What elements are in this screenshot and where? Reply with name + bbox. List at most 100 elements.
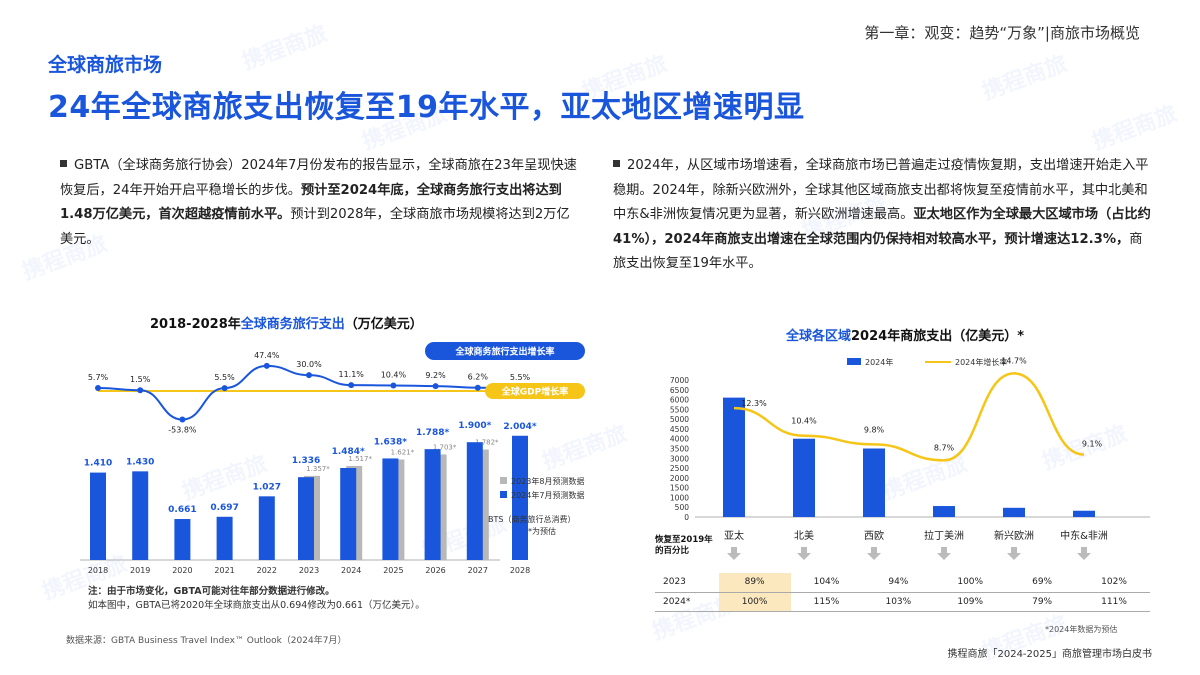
left-chart-title-hl: 全球商务旅行支出 bbox=[240, 317, 345, 332]
growth-rate-point bbox=[390, 382, 397, 389]
left-paragraph-bold: 预计至2024年底，全球商务旅行支出将达到1.48万亿美元，首次超越疫情前水平。 bbox=[60, 182, 562, 223]
recovery-row: 2023 89% 104% 94% 100% 69% 102% bbox=[655, 573, 1150, 593]
y-tick-label: 1000 bbox=[670, 493, 689, 502]
recovery-table: 2023 89% 104% 94% 100% 69% 102% 2024* 100% 115% 10… bbox=[655, 573, 1150, 612]
legend-growth-label: 全球商务旅行支出增长率 bbox=[454, 346, 554, 358]
left-paragraph-text: GBTA（全球商务旅行协会）2024年7月份发布的报告显示，全球商旅在23年呈现… bbox=[60, 158, 577, 198]
region-bar bbox=[933, 506, 955, 517]
chart-note-1: 注：由于市场变化，GBTA可能对往年部分数据进行修改。 bbox=[88, 586, 335, 597]
watermark-text: 携程商旅 bbox=[979, 51, 1071, 106]
growth-rate-point bbox=[474, 384, 481, 391]
region-bar bbox=[863, 448, 885, 517]
bts-note: BTS（商务旅行总消费） bbox=[488, 514, 575, 524]
chapter-title: 第一章：观变：趋势“万象”|商旅市场概览 bbox=[864, 24, 1140, 42]
bar-label-2024-forecast: 1.410 bbox=[84, 459, 112, 469]
growth-rate-label: 9.2% bbox=[425, 371, 446, 380]
legend-line-label: 2024年增长率 bbox=[955, 357, 1007, 367]
bar-label-2024-forecast: 1.336 bbox=[292, 456, 320, 466]
bar-label-2024-forecast: 1.484* bbox=[332, 447, 365, 457]
y-tick-label: 5500 bbox=[670, 405, 689, 414]
region-label: 新兴欧洲 bbox=[994, 529, 1034, 542]
down-arrow-icon bbox=[1077, 547, 1091, 560]
bar-label-2023-forecast: 1.703* bbox=[433, 443, 457, 451]
bar-2024-forecast bbox=[424, 449, 441, 560]
estimate-note: *为预估 bbox=[528, 526, 556, 536]
region-label: 中东&非洲 bbox=[1060, 529, 1108, 542]
growth-rate-label: 5.7% bbox=[88, 373, 109, 382]
left-paragraph-end: 预计到2028年，全球商旅市场规模将达到2万亿美元。 bbox=[60, 207, 570, 247]
growth-rate-label: 1.5% bbox=[130, 375, 151, 384]
bar-2024-forecast bbox=[512, 435, 528, 560]
bar-label-2024-forecast: 0.697 bbox=[210, 503, 238, 513]
legend-gdp: 全球GDP增长率 bbox=[485, 383, 585, 399]
data-source: 数据来源：GBTA Business Travel Index™ Outlook… bbox=[66, 636, 347, 646]
region-growth-label: 8.7% bbox=[934, 443, 955, 452]
down-arrow-icon bbox=[797, 547, 811, 560]
region-growth-label: 9.1% bbox=[1082, 440, 1103, 449]
region-label: 北美 bbox=[794, 529, 814, 542]
growth-rate-label: 6.2% bbox=[468, 373, 489, 382]
right-paragraph-text: 2024年，从区域市场增速看，全球商旅市场已普遍走过疫情恢复期，支出增速开始走入… bbox=[613, 158, 1149, 222]
right-chart-title-hl: 全球各区域 bbox=[786, 329, 852, 344]
bullet-icon bbox=[613, 159, 620, 167]
growth-rate-label: -53.8% bbox=[168, 426, 197, 435]
recovery-cell: 109% bbox=[934, 592, 1007, 612]
growth-rate-label: 10.4% bbox=[381, 370, 407, 379]
recovery-cell: 79% bbox=[1006, 592, 1079, 612]
recovery-cell: 104% bbox=[790, 573, 863, 593]
region-growth-label: 9.8% bbox=[864, 425, 885, 434]
recovery-cell: 89% bbox=[718, 573, 791, 593]
y-tick-label: 6000 bbox=[670, 396, 689, 405]
y-tick-label: 4000 bbox=[670, 435, 689, 444]
region-bar bbox=[793, 438, 815, 517]
region-bar bbox=[723, 397, 745, 517]
region-bar bbox=[1073, 510, 1095, 517]
recovery-cell: 69% bbox=[1006, 573, 1079, 593]
region-growth-label: 10.4% bbox=[791, 417, 817, 426]
bar-label-2024-forecast: 1.430 bbox=[126, 457, 154, 467]
down-arrow-icon bbox=[727, 547, 741, 560]
growth-rate-point bbox=[432, 383, 439, 390]
recovery-cell: 103% bbox=[862, 592, 935, 612]
region-label: 亚太 bbox=[724, 529, 744, 542]
legend-bar-label: 2024年 bbox=[865, 357, 893, 367]
region-growth-label: 14.7% bbox=[1001, 356, 1027, 365]
left-paragraph: GBTA（全球商务旅行协会）2024年7月份发布的报告显示，全球商旅在23年呈现… bbox=[60, 154, 580, 252]
region-growth-label: 12.3% bbox=[741, 399, 767, 408]
bar-2024-forecast bbox=[216, 516, 233, 560]
x-tick-label: 2028 bbox=[510, 566, 530, 575]
chart-note: 注：由于市场变化，GBTA可能对往年部分数据进行修改。 如本图中，GBTA已将2… bbox=[88, 585, 425, 613]
y-tick-label: 3000 bbox=[670, 454, 689, 463]
x-tick-label: 2023 bbox=[299, 566, 319, 575]
y-tick-label: 7000 bbox=[670, 376, 689, 385]
bar-label-2023-forecast: 1.517* bbox=[348, 455, 372, 463]
bar-label-2024-forecast: 1.788* bbox=[416, 428, 449, 438]
bar-2024-forecast bbox=[258, 496, 275, 560]
y-tick-label: 5000 bbox=[670, 415, 689, 424]
region-label: 拉丁美洲 bbox=[924, 529, 964, 542]
down-arrow-icon bbox=[1007, 547, 1021, 560]
growth-rate-label: 30.0% bbox=[296, 360, 322, 369]
right-paragraph-bold: 亚太地区作为全球最大区域市场（占比约41%），2024年商旅支出增速在全球范围内… bbox=[613, 207, 1151, 247]
right-chart-title-post: 2024年商旅支出（亿美元）* bbox=[851, 329, 1024, 344]
legend-gray-swatch bbox=[500, 477, 507, 484]
recovery-year: 2024* bbox=[655, 592, 719, 612]
right-chart-title: 全球各区域2024年商旅支出（亿美元）* bbox=[786, 325, 1024, 344]
bar-2024-forecast bbox=[132, 471, 149, 560]
legend-growth: 全球商务旅行支出增长率 bbox=[425, 342, 585, 360]
watermark-text: 携程商旅 bbox=[239, 21, 331, 76]
legend-gdp-label: 全球GDP增长率 bbox=[501, 386, 568, 398]
x-tick-label: 2026 bbox=[425, 566, 445, 575]
page-headline: 24年全球商旅支出恢复至19年水平，亚太地区增速明显 bbox=[48, 90, 805, 125]
recovery-cell: 100% bbox=[934, 573, 1007, 593]
legend-blue-label: 2024年7月预测数据 bbox=[511, 490, 584, 500]
footer: 携程商旅「2024-2025」商旅管理市场白皮书 bbox=[947, 649, 1152, 660]
section-title: 全球商旅市场 bbox=[48, 54, 163, 76]
x-tick-label: 2020 bbox=[172, 566, 192, 575]
growth-rate-label: 5.5% bbox=[510, 373, 531, 382]
left-chart-title-pre: 2018-2028年 bbox=[150, 317, 241, 332]
bar-label-2023-forecast: 1.357* bbox=[306, 465, 330, 473]
y-tick-label: 500 bbox=[675, 503, 690, 512]
bar-label-2024-forecast: 0.661 bbox=[168, 505, 196, 515]
growth-rate-label: 47.4% bbox=[254, 351, 280, 360]
